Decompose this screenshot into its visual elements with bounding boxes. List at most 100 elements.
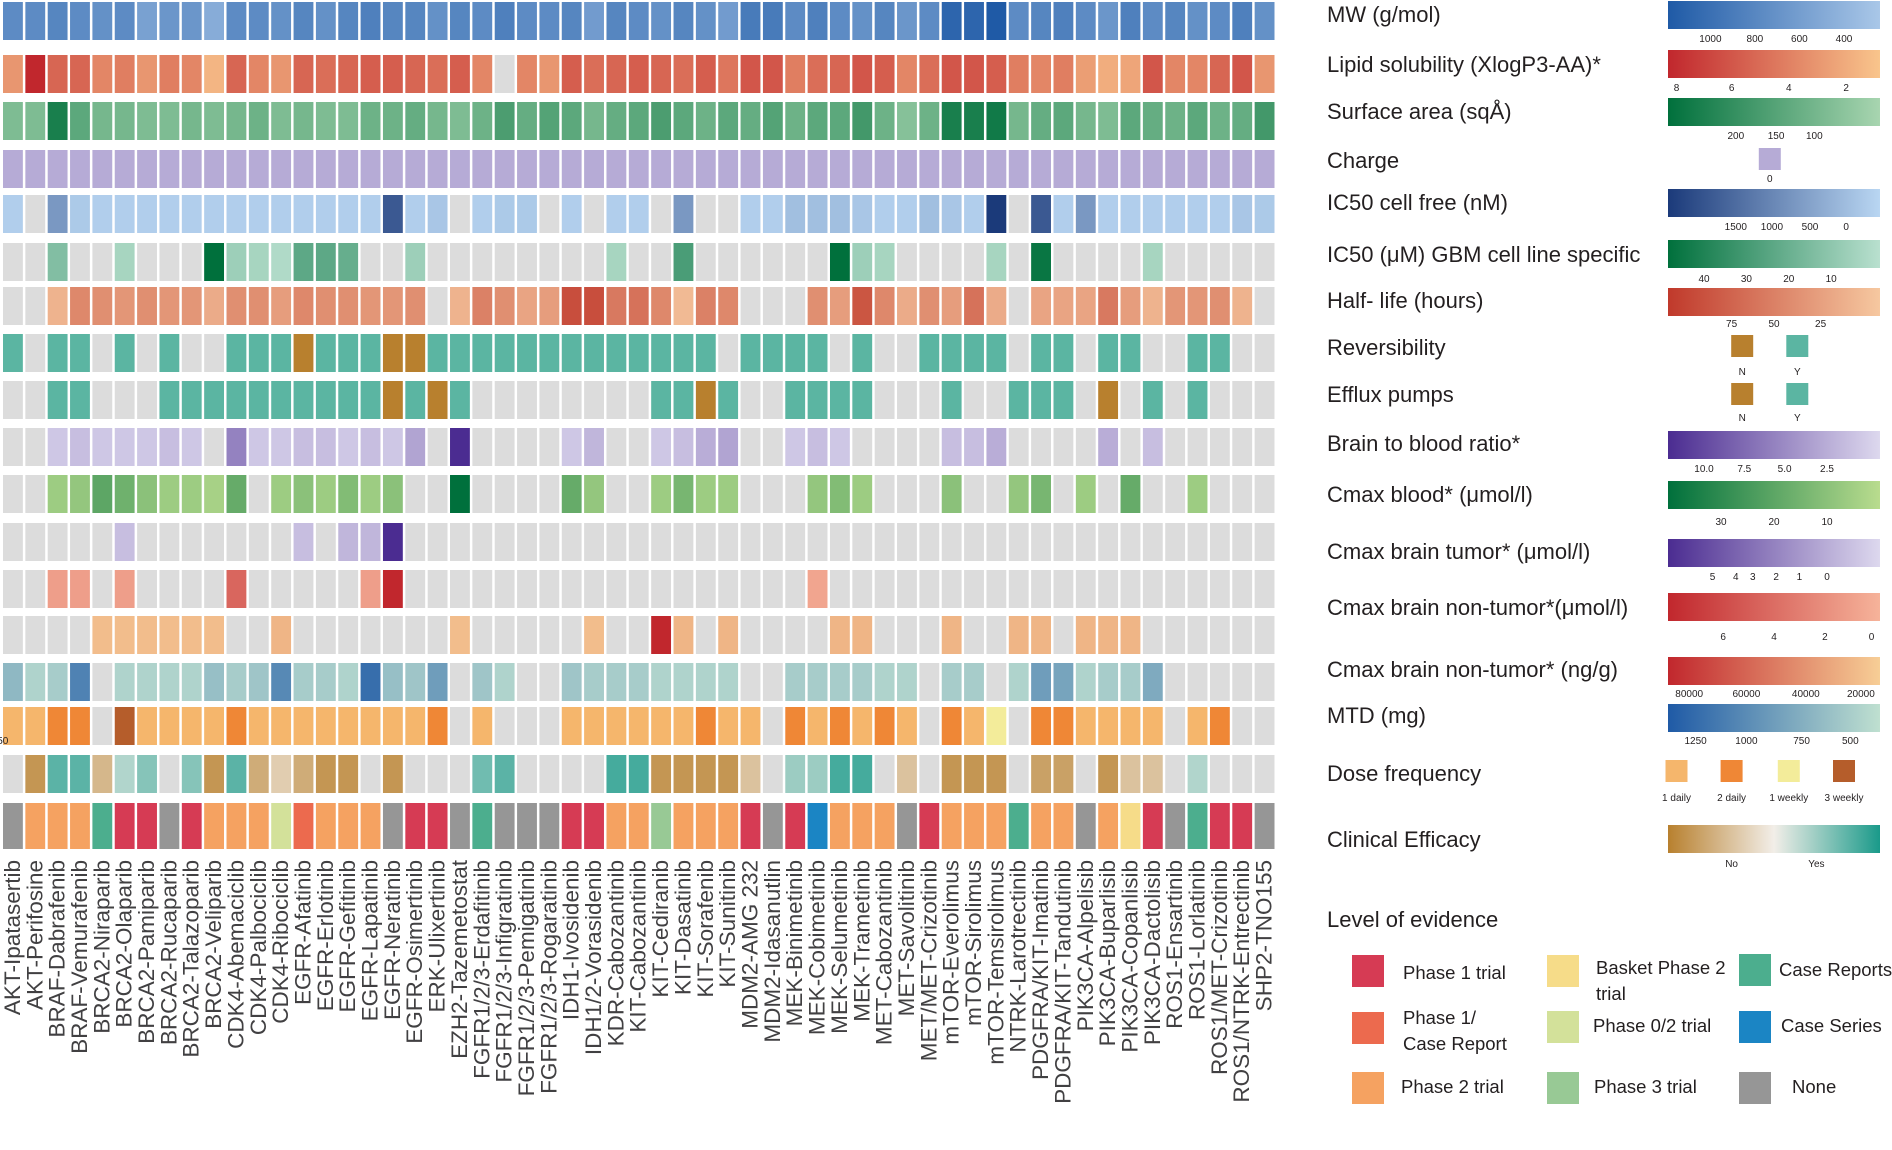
colorbar-tick-label: 75 (1726, 319, 1738, 330)
heatmap-cell (1031, 803, 1051, 849)
heatmap-cell (1120, 428, 1141, 466)
heatmap-cell (1187, 381, 1208, 419)
heatmap-cell (1165, 570, 1186, 608)
heatmap-cell (762, 55, 783, 93)
heatmap-cell (807, 616, 828, 654)
heatmap-cell (1165, 803, 1186, 849)
heatmap-cell (517, 616, 537, 654)
heatmap-cell (1142, 102, 1163, 140)
heatmap-cell (1254, 663, 1275, 701)
heatmap-cell (651, 803, 672, 849)
heatmap-cell (897, 150, 917, 188)
legend-row-half-life-hours: Half- life (hours) 75 50 25 (1327, 288, 1880, 330)
heatmap-cell (740, 803, 761, 849)
heatmap-cell (360, 570, 381, 608)
heatmap-cell (1187, 428, 1208, 466)
colorbar-tick-label: 20 (1768, 517, 1780, 528)
heatmap-cell (986, 616, 1007, 654)
heatmap-cell (785, 428, 806, 466)
heatmap-cell (1008, 663, 1029, 701)
heatmap-cell (226, 663, 247, 701)
heatmap-cell (382, 2, 403, 40)
heatmap-cell (25, 195, 46, 233)
heatmap-cell (718, 475, 739, 513)
heatmap-cell (472, 428, 493, 466)
heatmap-cell (785, 707, 806, 745)
legend-swatch-label: 3 weekly (1825, 793, 1864, 804)
heatmap-cell (92, 381, 113, 419)
heatmap-cell (494, 243, 515, 281)
colorbar-tick-label: 1000 (1735, 736, 1758, 747)
drug-label: MDM2-AMG 232 (738, 860, 763, 1029)
heatmap-cell (360, 243, 381, 281)
heatmap-cell (852, 428, 873, 466)
heatmap-cell (1031, 570, 1051, 608)
heatmap-cell (472, 150, 493, 188)
heatmap-cell (919, 428, 940, 466)
heatmap-cell (1209, 334, 1230, 372)
heatmap-cell (807, 803, 828, 849)
heatmap-cell (3, 523, 23, 561)
legend-swatch (1786, 335, 1809, 357)
heatmap-cell (3, 663, 23, 701)
legend-swatch (1665, 760, 1688, 782)
heatmap-cell (472, 243, 493, 281)
legend-row-lipid-solubility-xlogp3-aa: Lipid solubility (XlogP3-AA)* 8 6 4 2 (1327, 50, 1880, 94)
heatmap-cell (897, 102, 917, 140)
heatmap-cell (1098, 195, 1119, 233)
heatmap-cell (1209, 803, 1230, 849)
evidence-swatch (1739, 1072, 1771, 1104)
heatmap-cell (1053, 195, 1074, 233)
heatmap-cell (271, 2, 292, 40)
heatmap-cell (92, 55, 113, 93)
heatmap-cell (494, 755, 515, 793)
heatmap-cell (114, 663, 135, 701)
colorbar-tick-label: 30 (1715, 517, 1727, 528)
heatmap-cell (986, 570, 1007, 608)
heatmap-cell (181, 2, 202, 40)
colorbar-tick-label: 40 (1698, 274, 1710, 285)
heatmap-cell (338, 475, 359, 513)
heatmap-cell (450, 381, 470, 419)
heatmap-cell (427, 663, 448, 701)
heatmap-cell (1254, 2, 1275, 40)
heatmap-cell (405, 243, 426, 281)
heatmap-cell (561, 2, 582, 40)
heatmap-cell (673, 475, 694, 513)
colorbar-tick-label: 20 (1783, 274, 1795, 285)
heatmap-cell (695, 243, 716, 281)
heatmap-cell (204, 803, 225, 849)
heatmap-cell (427, 570, 448, 608)
heatmap-cell (964, 334, 984, 372)
heatmap-cell (1187, 616, 1208, 654)
heatmap-cell (494, 195, 515, 233)
colorbar-tick-label: 2 (1773, 572, 1779, 583)
heatmap-cell (740, 428, 761, 466)
heatmap-cell (1008, 475, 1029, 513)
heatmap-cell (405, 523, 426, 561)
heatmap-cell (986, 334, 1007, 372)
colorbar (1668, 593, 1880, 621)
heatmap-cell (986, 243, 1007, 281)
heatmap-cell (1075, 287, 1096, 325)
legend-row-title: Dose frequency (1327, 761, 1481, 786)
heatmap-cell (584, 570, 604, 608)
heatmap-cell (494, 150, 515, 188)
heatmap-cell (695, 150, 716, 188)
legend-row-cmax-blood-mol-l: Cmax blood* (μmol/l) 30 20 10 (1327, 481, 1880, 528)
heatmap-cell (405, 707, 426, 745)
heatmap-cell (561, 102, 582, 140)
heatmap-cell (114, 475, 135, 513)
heatmap-cell (1120, 55, 1141, 93)
heatmap-cell (964, 243, 984, 281)
level-of-evidence-legend: Level of evidence Phase 1 trial Phase 1/Ca… (1327, 907, 1892, 1104)
heatmap-cell (852, 475, 873, 513)
heatmap-cell (517, 334, 537, 372)
heatmap-cell (204, 428, 225, 466)
colorbar-tick-label: 5.0 (1778, 464, 1792, 475)
heatmap-cell (651, 475, 672, 513)
heatmap-cell (897, 243, 917, 281)
legend-row-surface-area-sq: Surface area (sqÅ) 200 150 100 (1327, 98, 1880, 142)
evidence-label: Phase 1/Case Report (1403, 1007, 1507, 1054)
heatmap-cell (472, 755, 493, 793)
